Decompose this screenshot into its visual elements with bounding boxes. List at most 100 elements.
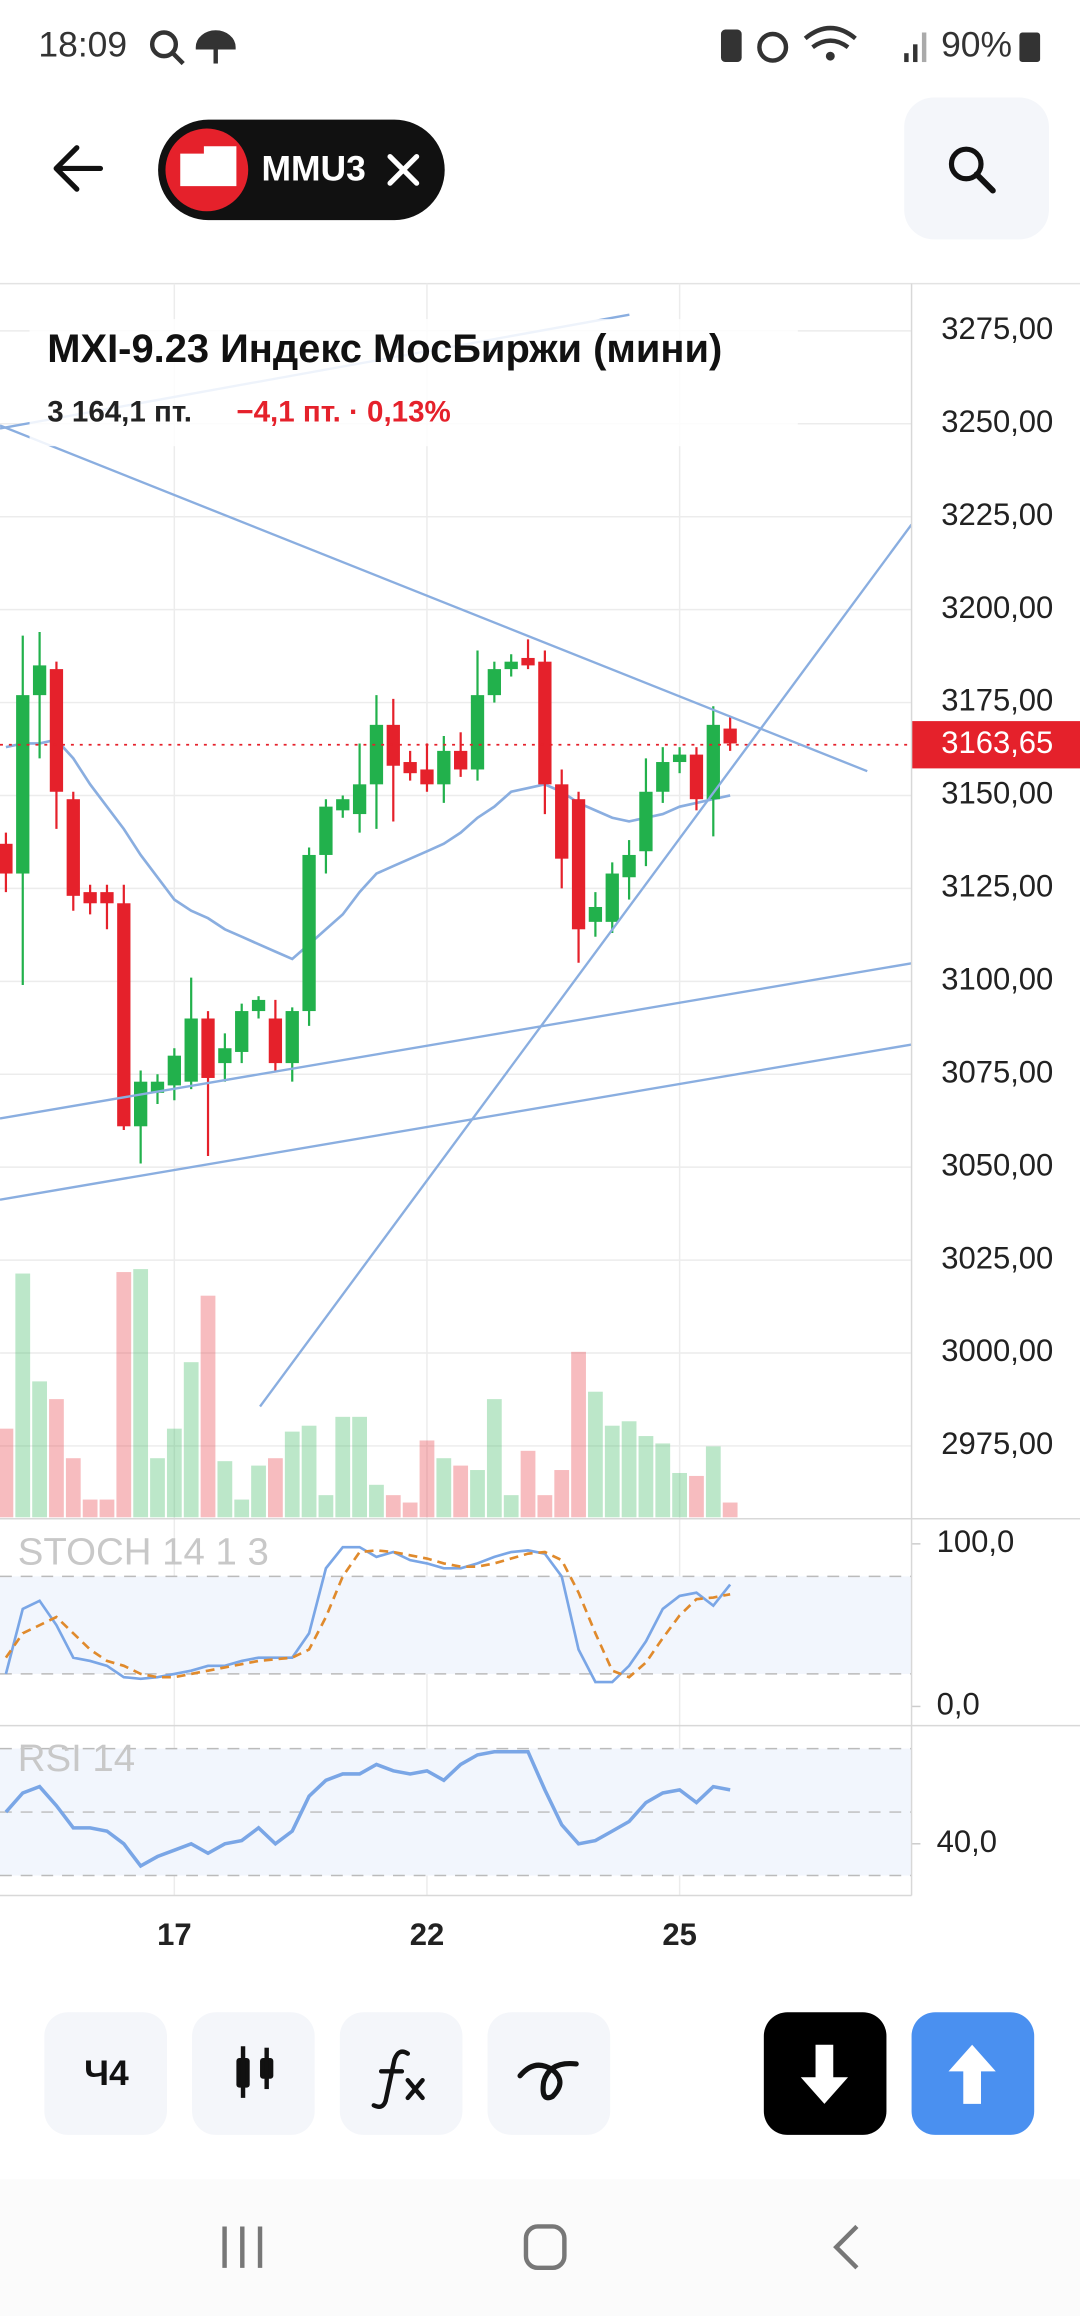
candle-body <box>134 1081 148 1127</box>
chip-close[interactable] <box>387 154 420 186</box>
volume-bar <box>689 1475 704 1518</box>
volume-bar <box>284 1431 300 1518</box>
toolbar: Ч4 <box>44 2012 1035 2135</box>
trendline <box>259 523 912 1408</box>
x-tick-label: 17 <box>157 1917 192 1952</box>
volume-bar <box>571 1351 586 1518</box>
y-tick-label: 3225,00 <box>941 497 1053 532</box>
volume-bar <box>49 1399 64 1518</box>
candle-body <box>251 999 266 1012</box>
y-tick-label: 40,0 <box>937 1824 997 1859</box>
chart-overlay: STOCH 14 1 3 RSI 14 3163,65 <box>4 721 1080 1869</box>
ticker-chip[interactable]: MMU3 <box>158 119 445 221</box>
volume-bar <box>503 1495 519 1518</box>
volume-bar <box>116 1272 132 1518</box>
trendline <box>0 424 868 773</box>
candle-body <box>302 854 316 1012</box>
candle-body <box>521 657 535 666</box>
volume-bar <box>554 1470 570 1518</box>
volume-bar <box>385 1495 401 1518</box>
trendline <box>0 962 912 1120</box>
candle-body <box>150 1081 165 1093</box>
y-tick-label: 3100,00 <box>941 962 1053 997</box>
ticker: MMU3 <box>262 149 366 189</box>
last-price-tag <box>911 721 1080 769</box>
volume-bar <box>453 1465 469 1518</box>
volume-bar <box>588 1391 603 1518</box>
volume-bar <box>369 1484 384 1518</box>
volume-bar <box>655 1443 671 1518</box>
chart-type-button[interactable] <box>192 2012 315 2135</box>
volume-bar <box>520 1450 536 1518</box>
volume-bar <box>604 1425 620 1518</box>
candle-body <box>689 754 704 800</box>
volume-bar <box>352 1416 367 1518</box>
stoch-d <box>4 1549 731 1679</box>
candle-body <box>386 724 400 766</box>
y-tick-label: 3025,00 <box>941 1240 1053 1275</box>
back-button[interactable] <box>53 145 104 192</box>
moving-average <box>5 738 731 961</box>
x-tick-label: 25 <box>662 1917 697 1952</box>
candle-body <box>0 843 13 874</box>
volume-bar <box>268 1458 283 1518</box>
candle-body <box>235 1011 249 1052</box>
y-tick-label: 3200,00 <box>941 590 1053 625</box>
drawing-icon <box>517 2061 579 2101</box>
indicator-label: RSI 14 <box>18 1737 135 1780</box>
interval-button[interactable] <box>44 2012 167 2135</box>
candle-body <box>639 791 653 852</box>
volume-bar <box>234 1499 250 1518</box>
x-tick-label: 22 <box>410 1917 445 1952</box>
last-price-label: 3163,65 <box>941 725 1053 760</box>
interval: Ч4 <box>84 2053 129 2093</box>
volume-bar <box>0 1428 14 1518</box>
y-tick-label: 3050,00 <box>941 1147 1053 1182</box>
rsi-line <box>4 1750 731 1869</box>
candle-body <box>201 1018 215 1078</box>
buy-icon <box>948 2044 996 2104</box>
candle-body <box>605 873 619 922</box>
candle-body <box>184 1018 198 1082</box>
candle-body <box>16 695 30 874</box>
volume-bar <box>133 1269 149 1518</box>
candle-body <box>336 799 350 811</box>
candle-body <box>622 854 636 878</box>
candle-body <box>83 892 97 904</box>
candle-body <box>285 1011 299 1064</box>
y-tick-label: 0,0 <box>937 1687 980 1722</box>
volume-bar <box>65 1458 81 1518</box>
candle-body <box>403 762 417 774</box>
candle-body <box>32 665 47 696</box>
nav-home[interactable] <box>523 2224 567 2271</box>
nav-recent[interactable] <box>222 2226 263 2268</box>
status-time: 18:09 <box>38 25 127 65</box>
candle-body <box>571 799 586 930</box>
nav-back[interactable] <box>833 2224 859 2270</box>
candle-icon <box>236 2046 274 2098</box>
candle-body <box>437 750 451 785</box>
y-tick-label: 3125,00 <box>941 869 1053 904</box>
plot-area <box>0 631 912 1518</box>
candle-body <box>369 724 384 785</box>
price: 3 164,1 пт. <box>47 395 192 428</box>
candle-body <box>49 669 64 792</box>
nav-bar <box>0 2179 1080 2316</box>
y-tick-label: 2975,00 <box>941 1426 1053 1461</box>
volume-bar <box>470 1470 485 1518</box>
y-tick-label: 3150,00 <box>941 776 1053 811</box>
candle-body <box>100 892 114 904</box>
volume-bar <box>166 1428 182 1518</box>
search-button[interactable] <box>904 97 1049 240</box>
candle-body <box>706 724 720 800</box>
volume-bar <box>200 1295 216 1518</box>
candle-body <box>504 661 518 670</box>
volume-bar <box>486 1399 502 1518</box>
candle-body <box>454 750 468 770</box>
candle-body <box>656 762 670 792</box>
candle-body <box>470 695 485 770</box>
candle-body <box>538 661 552 785</box>
sell-icon <box>800 2044 849 2104</box>
